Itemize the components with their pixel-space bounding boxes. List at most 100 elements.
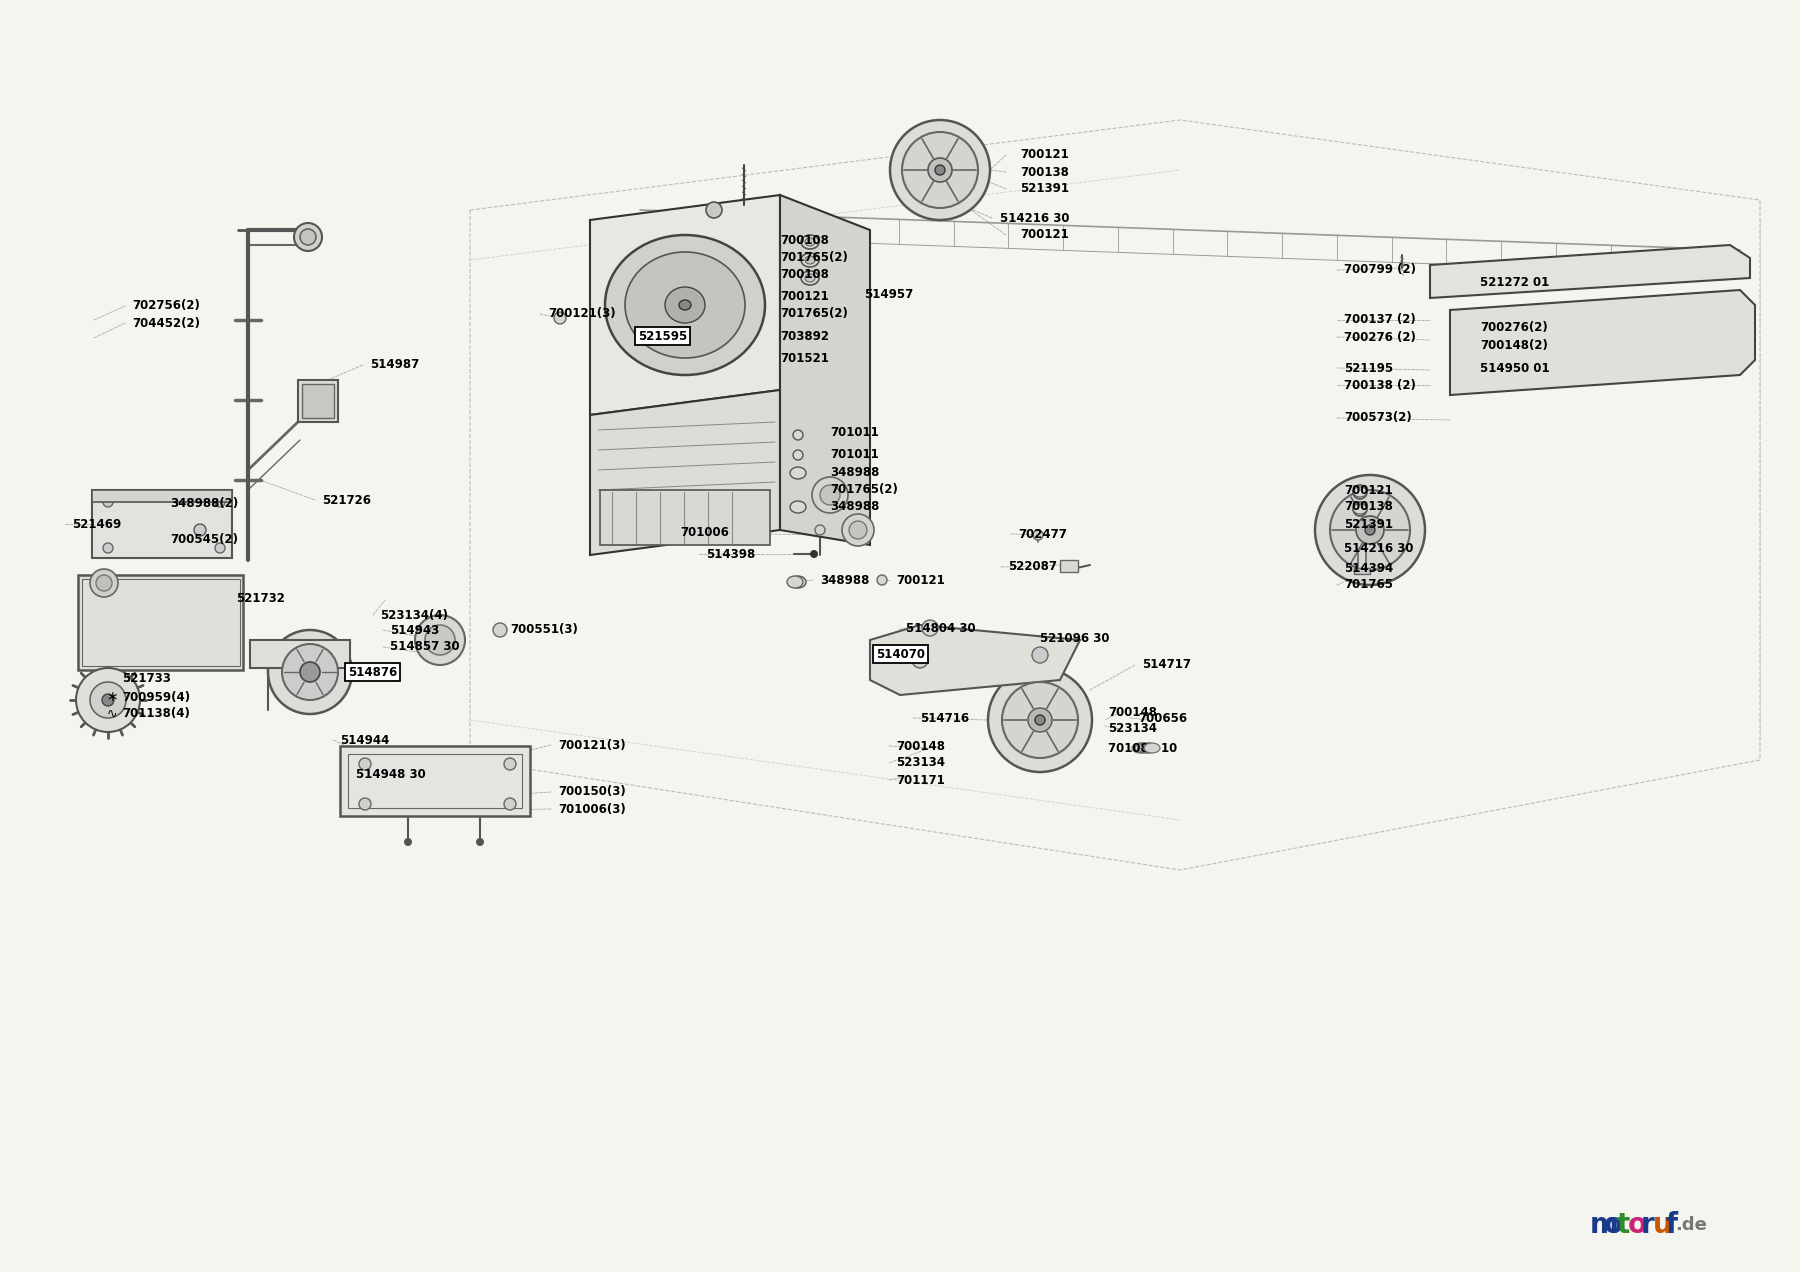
Circle shape (293, 223, 322, 251)
Ellipse shape (805, 256, 815, 265)
Text: 521595: 521595 (637, 329, 688, 342)
Text: 700545(2): 700545(2) (169, 533, 238, 547)
Circle shape (934, 165, 945, 176)
Text: 700138 (2): 700138 (2) (1345, 379, 1417, 392)
Circle shape (1354, 485, 1366, 499)
Ellipse shape (1354, 504, 1366, 514)
Text: t: t (1616, 1211, 1631, 1239)
Text: 700150(3): 700150(3) (558, 786, 626, 799)
Circle shape (913, 653, 929, 668)
Text: 701011: 701011 (830, 426, 878, 439)
Text: 521391: 521391 (1021, 182, 1069, 196)
Text: 704452(2): 704452(2) (131, 317, 200, 329)
Ellipse shape (790, 467, 806, 480)
Circle shape (90, 682, 126, 717)
Text: m: m (1589, 1211, 1618, 1239)
Bar (1354, 569, 1370, 574)
Polygon shape (590, 391, 779, 555)
Circle shape (214, 497, 225, 508)
Text: 700138: 700138 (1345, 500, 1393, 514)
Circle shape (812, 477, 848, 513)
Text: 702756(2): 702756(2) (131, 299, 200, 313)
Bar (340, 745, 529, 817)
Bar (599, 490, 770, 544)
Ellipse shape (664, 287, 706, 323)
Text: 514716: 514716 (920, 711, 968, 725)
Circle shape (877, 575, 887, 585)
Text: o: o (1604, 1211, 1624, 1239)
Bar (250, 640, 349, 668)
Ellipse shape (1136, 743, 1150, 753)
Bar (77, 575, 243, 670)
Text: 701765(2): 701765(2) (830, 482, 898, 496)
Ellipse shape (1138, 743, 1154, 753)
Text: 701765(2): 701765(2) (779, 307, 848, 319)
Text: 514957: 514957 (864, 289, 913, 301)
Circle shape (301, 229, 317, 245)
Circle shape (493, 623, 508, 637)
Text: 701765: 701765 (1345, 579, 1393, 591)
Text: 700121(3): 700121(3) (558, 739, 626, 752)
Text: 514216 30: 514216 30 (1345, 542, 1413, 555)
Bar (1060, 560, 1078, 572)
Text: o: o (1627, 1211, 1647, 1239)
Bar (92, 490, 232, 558)
Polygon shape (869, 625, 1080, 695)
Circle shape (403, 838, 412, 846)
Bar (302, 384, 335, 418)
Text: 514857 30: 514857 30 (391, 641, 459, 654)
Circle shape (504, 758, 517, 770)
Ellipse shape (1354, 487, 1366, 497)
Polygon shape (590, 195, 779, 415)
Ellipse shape (801, 271, 819, 285)
Text: 700121: 700121 (1021, 149, 1069, 162)
Text: 701011: 701011 (830, 449, 878, 462)
Ellipse shape (805, 238, 815, 245)
Text: 514950 01: 514950 01 (1480, 361, 1550, 374)
Text: 348988(2): 348988(2) (169, 496, 238, 510)
Text: 521096 30: 521096 30 (1040, 631, 1109, 645)
Text: 521391: 521391 (1345, 518, 1393, 530)
Bar (1357, 550, 1366, 571)
Polygon shape (1429, 245, 1750, 298)
Text: 701138(4): 701138(4) (122, 707, 189, 720)
Circle shape (358, 758, 371, 770)
Circle shape (1364, 525, 1375, 536)
Circle shape (475, 838, 484, 846)
Circle shape (988, 668, 1093, 772)
Ellipse shape (801, 253, 819, 267)
Text: 700137 (2): 700137 (2) (1345, 313, 1417, 327)
Text: 514943: 514943 (391, 623, 439, 636)
Text: 514070: 514070 (877, 647, 925, 660)
Text: 700138: 700138 (1021, 165, 1069, 178)
Text: ∗: ∗ (106, 689, 117, 703)
Bar (299, 380, 338, 422)
Circle shape (283, 644, 338, 700)
Text: 703892: 703892 (779, 329, 830, 342)
Circle shape (103, 497, 113, 508)
Circle shape (425, 625, 455, 655)
Circle shape (1330, 490, 1409, 570)
Circle shape (821, 485, 841, 505)
Circle shape (889, 120, 990, 220)
Circle shape (850, 522, 868, 539)
Text: 514944: 514944 (340, 734, 389, 747)
Bar (347, 754, 522, 808)
Text: 514216 30: 514216 30 (1001, 211, 1069, 224)
Text: 701171: 701171 (896, 773, 945, 786)
Ellipse shape (790, 501, 806, 513)
Text: 700121(3): 700121(3) (547, 308, 616, 321)
Text: 348988: 348988 (830, 466, 880, 478)
Bar (92, 490, 232, 502)
Text: 700121: 700121 (896, 574, 945, 586)
Circle shape (706, 202, 722, 218)
Text: ∿: ∿ (106, 707, 117, 720)
Text: 700799 (2): 700799 (2) (1345, 263, 1417, 276)
Circle shape (1316, 474, 1426, 585)
Circle shape (214, 543, 225, 553)
Text: 700276 (2): 700276 (2) (1345, 331, 1417, 343)
Circle shape (194, 524, 205, 536)
Ellipse shape (605, 235, 765, 375)
Circle shape (929, 158, 952, 182)
Circle shape (810, 550, 817, 558)
